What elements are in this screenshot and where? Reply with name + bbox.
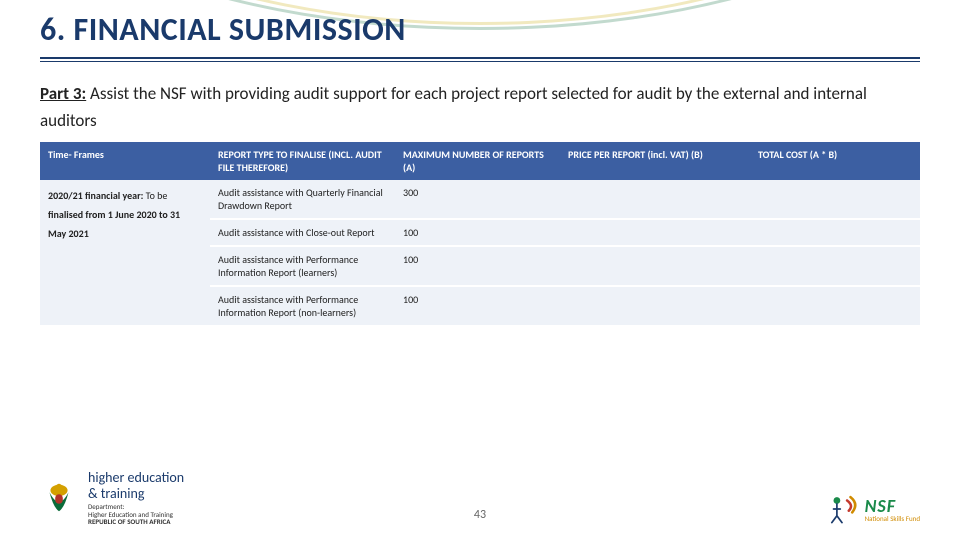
part-description: Part 3: Assist the NSF with providing au…: [40, 80, 920, 134]
cell-report-type: Audit assistance with Close-out Report: [210, 219, 395, 246]
nsf-text: NSF National Skills Fund: [865, 497, 920, 522]
footer-left-logo-block: higher education & training Department: …: [40, 470, 184, 526]
footer-right-logo-block: NSF National Skills Fund: [825, 492, 920, 526]
col-header-timeframes: Time- Frames: [40, 142, 210, 180]
slide-container: 6. FINANCIAL SUBMISSION Part 3: Assist t…: [0, 0, 960, 540]
timeframe-line1: 2020/21 financial year:: [48, 189, 143, 202]
coat-of-arms-icon: [40, 479, 78, 517]
cell-total-cost: [750, 286, 920, 326]
cell-max-reports: 100: [395, 246, 560, 286]
title-block: 6. FINANCIAL SUBMISSION: [40, 10, 920, 62]
nsf-logo-icon: [825, 492, 859, 526]
table-header-row: Time- Frames REPORT TYPE TO FINALISE (IN…: [40, 142, 920, 180]
cell-total-cost: [750, 180, 920, 219]
cell-max-reports: 300: [395, 180, 560, 219]
cell-report-type: Audit assistance with Quarterly Financia…: [210, 180, 395, 219]
nsf-brand: NSF: [865, 497, 920, 515]
timeframe-line1-suffix: To be: [143, 189, 167, 202]
cell-max-reports: 100: [395, 219, 560, 246]
table-row: 2020/21 financial year: To be finalised …: [40, 180, 920, 219]
title-underline: [40, 57, 920, 62]
cell-max-reports: 100: [395, 286, 560, 326]
cell-price-per: [560, 246, 750, 286]
part-label: Part 3:: [40, 83, 86, 104]
col-header-price-per: PRICE PER REPORT (incl. VAT) (B): [560, 142, 750, 180]
cell-total-cost: [750, 246, 920, 286]
timeframe-line2: finalised from 1 June 2020 to 31: [48, 208, 180, 221]
cell-price-per: [560, 219, 750, 246]
nsf-tagline: National Skills Fund: [865, 515, 920, 522]
part-text: Assist the NSF with providing audit supp…: [40, 83, 867, 131]
col-header-report-type: REPORT TYPE TO FINALISE (INCL. AUDIT FIL…: [210, 142, 395, 180]
cell-timeframes: 2020/21 financial year: To be finalised …: [40, 180, 210, 326]
timeframe-line3: May 2021: [48, 227, 89, 240]
dhet-text: higher education & training Department: …: [88, 470, 184, 526]
cell-total-cost: [750, 219, 920, 246]
dhet-sub3: REPUBLIC OF SOUTH AFRICA: [88, 518, 184, 526]
cell-price-per: [560, 180, 750, 219]
financial-table: Time- Frames REPORT TYPE TO FINALISE (IN…: [40, 142, 920, 327]
cell-report-type: Audit assistance with Performance Inform…: [210, 286, 395, 326]
page-title: 6. FINANCIAL SUBMISSION: [40, 10, 920, 49]
cell-report-type: Audit assistance with Performance Inform…: [210, 246, 395, 286]
col-header-max-reports: MAXIMUM NUMBER OF REPORTS (A): [395, 142, 560, 180]
dhet-line1: higher education: [88, 470, 184, 485]
cell-price-per: [560, 286, 750, 326]
dhet-line2: & training: [88, 486, 184, 501]
col-header-total-cost: TOTAL COST (A * B): [750, 142, 920, 180]
